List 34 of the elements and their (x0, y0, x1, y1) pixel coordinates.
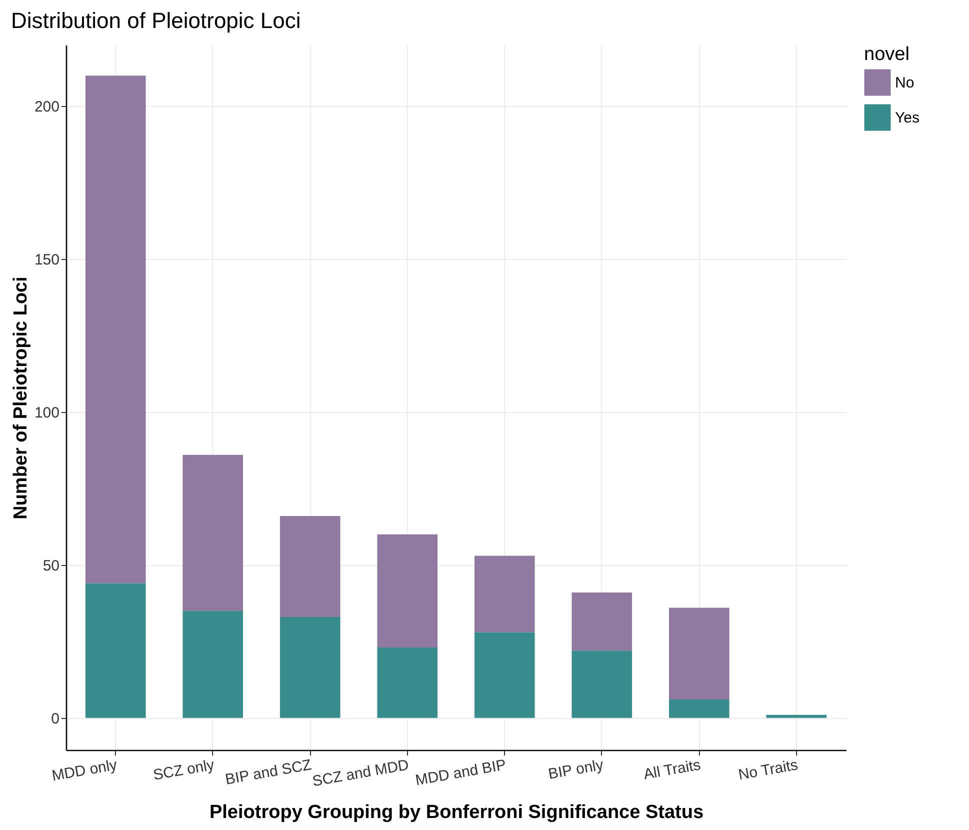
bar (766, 714, 827, 718)
legend-label: No (895, 74, 914, 92)
bar (474, 556, 535, 632)
legend-title: novel (864, 44, 910, 65)
y-tick-label: 50 (42, 557, 60, 574)
legend-label: Yes (895, 110, 920, 126)
bar (668, 608, 730, 700)
bar (474, 632, 535, 718)
x-axis-title: Pleiotropy Grouping by Bonferroni Significance Status (209, 802, 704, 824)
x-tick-label: All Traits (642, 756, 702, 784)
bar (377, 648, 438, 718)
y-axis-title: Number of Pleiotropic Loci (10, 276, 32, 520)
bar (182, 454, 244, 611)
x-tick-label: MDD only (50, 756, 119, 785)
x-tick-label: MDD and BIP (414, 756, 508, 790)
x-tick-label: SCZ only (152, 756, 216, 784)
y-tick-label: 150 (34, 252, 60, 269)
bar (280, 616, 340, 718)
bar (377, 534, 438, 648)
x-tick-label: BIP only (546, 756, 606, 783)
x-tick-label: SCZ and MDD (311, 756, 410, 790)
bar (182, 610, 244, 718)
x-tick-label: BIP and SCZ (224, 756, 313, 788)
chart-title: Distribution of Pleiotropic Loci (10, 8, 301, 33)
y-tick-label: 100 (34, 404, 60, 422)
bar (572, 650, 632, 718)
bar (85, 76, 146, 584)
bar (280, 516, 340, 617)
y-tick-label: 0 (51, 710, 60, 728)
bar (668, 700, 730, 718)
bar (572, 592, 632, 651)
bar (85, 583, 146, 718)
y-tick-label: 200 (34, 98, 60, 116)
x-tick-label: No Traits (737, 756, 800, 784)
